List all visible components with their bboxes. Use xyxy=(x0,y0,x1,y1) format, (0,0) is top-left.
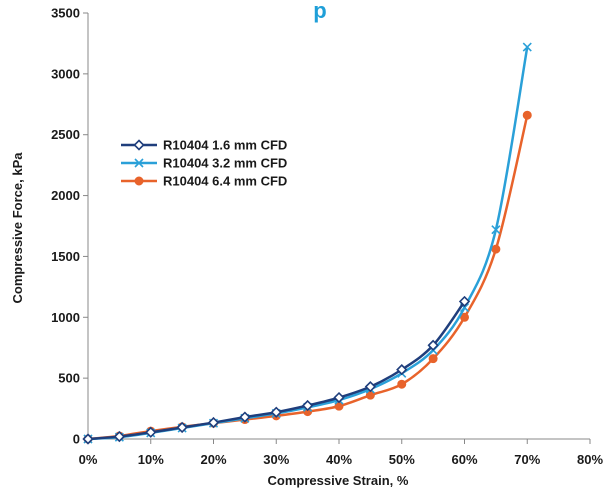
y-tick-label: 1500 xyxy=(51,249,80,264)
legend-marker xyxy=(134,158,144,168)
x-tick-label: 30% xyxy=(263,452,289,467)
series-group xyxy=(82,42,532,445)
x-tick-label: 40% xyxy=(326,452,352,467)
legend-label: R10404 3.2 mm CFD xyxy=(163,156,287,171)
data-point xyxy=(458,295,471,308)
x-tick-label: 70% xyxy=(514,452,540,467)
data-point xyxy=(522,110,532,120)
x-tick-label: 10% xyxy=(138,452,164,467)
series-3 xyxy=(83,110,532,444)
data-point xyxy=(333,391,345,404)
legend-item: R10404 3.2 mm CFD xyxy=(121,156,287,171)
data-point xyxy=(428,354,438,364)
data-point xyxy=(82,433,94,445)
tick-labels: 0 500 1000 1500 2000 2500 3000 3500 0% 10% 20% 30% 4… xyxy=(51,6,603,468)
legend-marker xyxy=(133,139,145,151)
x-tick-label: 80% xyxy=(577,452,603,467)
legend: R10404 1.6 mm CFD R10404 3.2 mm CFD R10404… xyxy=(121,138,287,189)
y-tick-label: 2500 xyxy=(51,127,80,142)
data-point xyxy=(460,312,469,322)
data-point xyxy=(522,42,532,52)
series-line xyxy=(87,46,529,441)
data-point xyxy=(491,225,501,235)
series-1 xyxy=(82,295,471,445)
legend-label: R10404 6.4 mm CFD xyxy=(163,174,287,189)
y-tick-label: 3000 xyxy=(51,66,80,81)
data-point xyxy=(301,399,314,412)
y-tick-label: 3500 xyxy=(51,6,80,21)
y-tick-label: 0 xyxy=(73,432,80,447)
data-point xyxy=(397,379,407,389)
data-point xyxy=(239,411,251,423)
data-point xyxy=(176,421,188,434)
legend-item: R10404 6.4 mm CFD xyxy=(121,174,287,189)
y-tick-label: 2000 xyxy=(51,188,80,203)
x-tick-label: 0% xyxy=(79,452,98,467)
legend-item: R10404 1.6 mm CFD xyxy=(121,138,287,153)
data-point xyxy=(145,426,157,438)
y-tick-label: 500 xyxy=(58,371,80,386)
x-axis-label: Compressive Strain, % xyxy=(268,473,409,488)
data-point xyxy=(270,406,282,418)
axes xyxy=(83,12,591,444)
data-point xyxy=(491,244,501,254)
x-tick-label: 20% xyxy=(200,452,226,467)
series-2 xyxy=(83,42,532,444)
data-point xyxy=(364,381,377,393)
y-tick-label: 1000 xyxy=(51,310,80,325)
data-point xyxy=(427,339,439,351)
legend-label: R10404 1.6 mm CFD xyxy=(163,138,287,153)
x-tick-label: 50% xyxy=(389,452,415,467)
chart-title-fragment: p xyxy=(313,0,326,23)
legend-marker xyxy=(134,176,144,186)
x-tick-label: 60% xyxy=(451,452,477,467)
data-point xyxy=(396,363,408,376)
data-point xyxy=(113,430,126,443)
y-axis-label: Compressive Force, kPa xyxy=(10,152,25,304)
data-point xyxy=(207,416,220,429)
